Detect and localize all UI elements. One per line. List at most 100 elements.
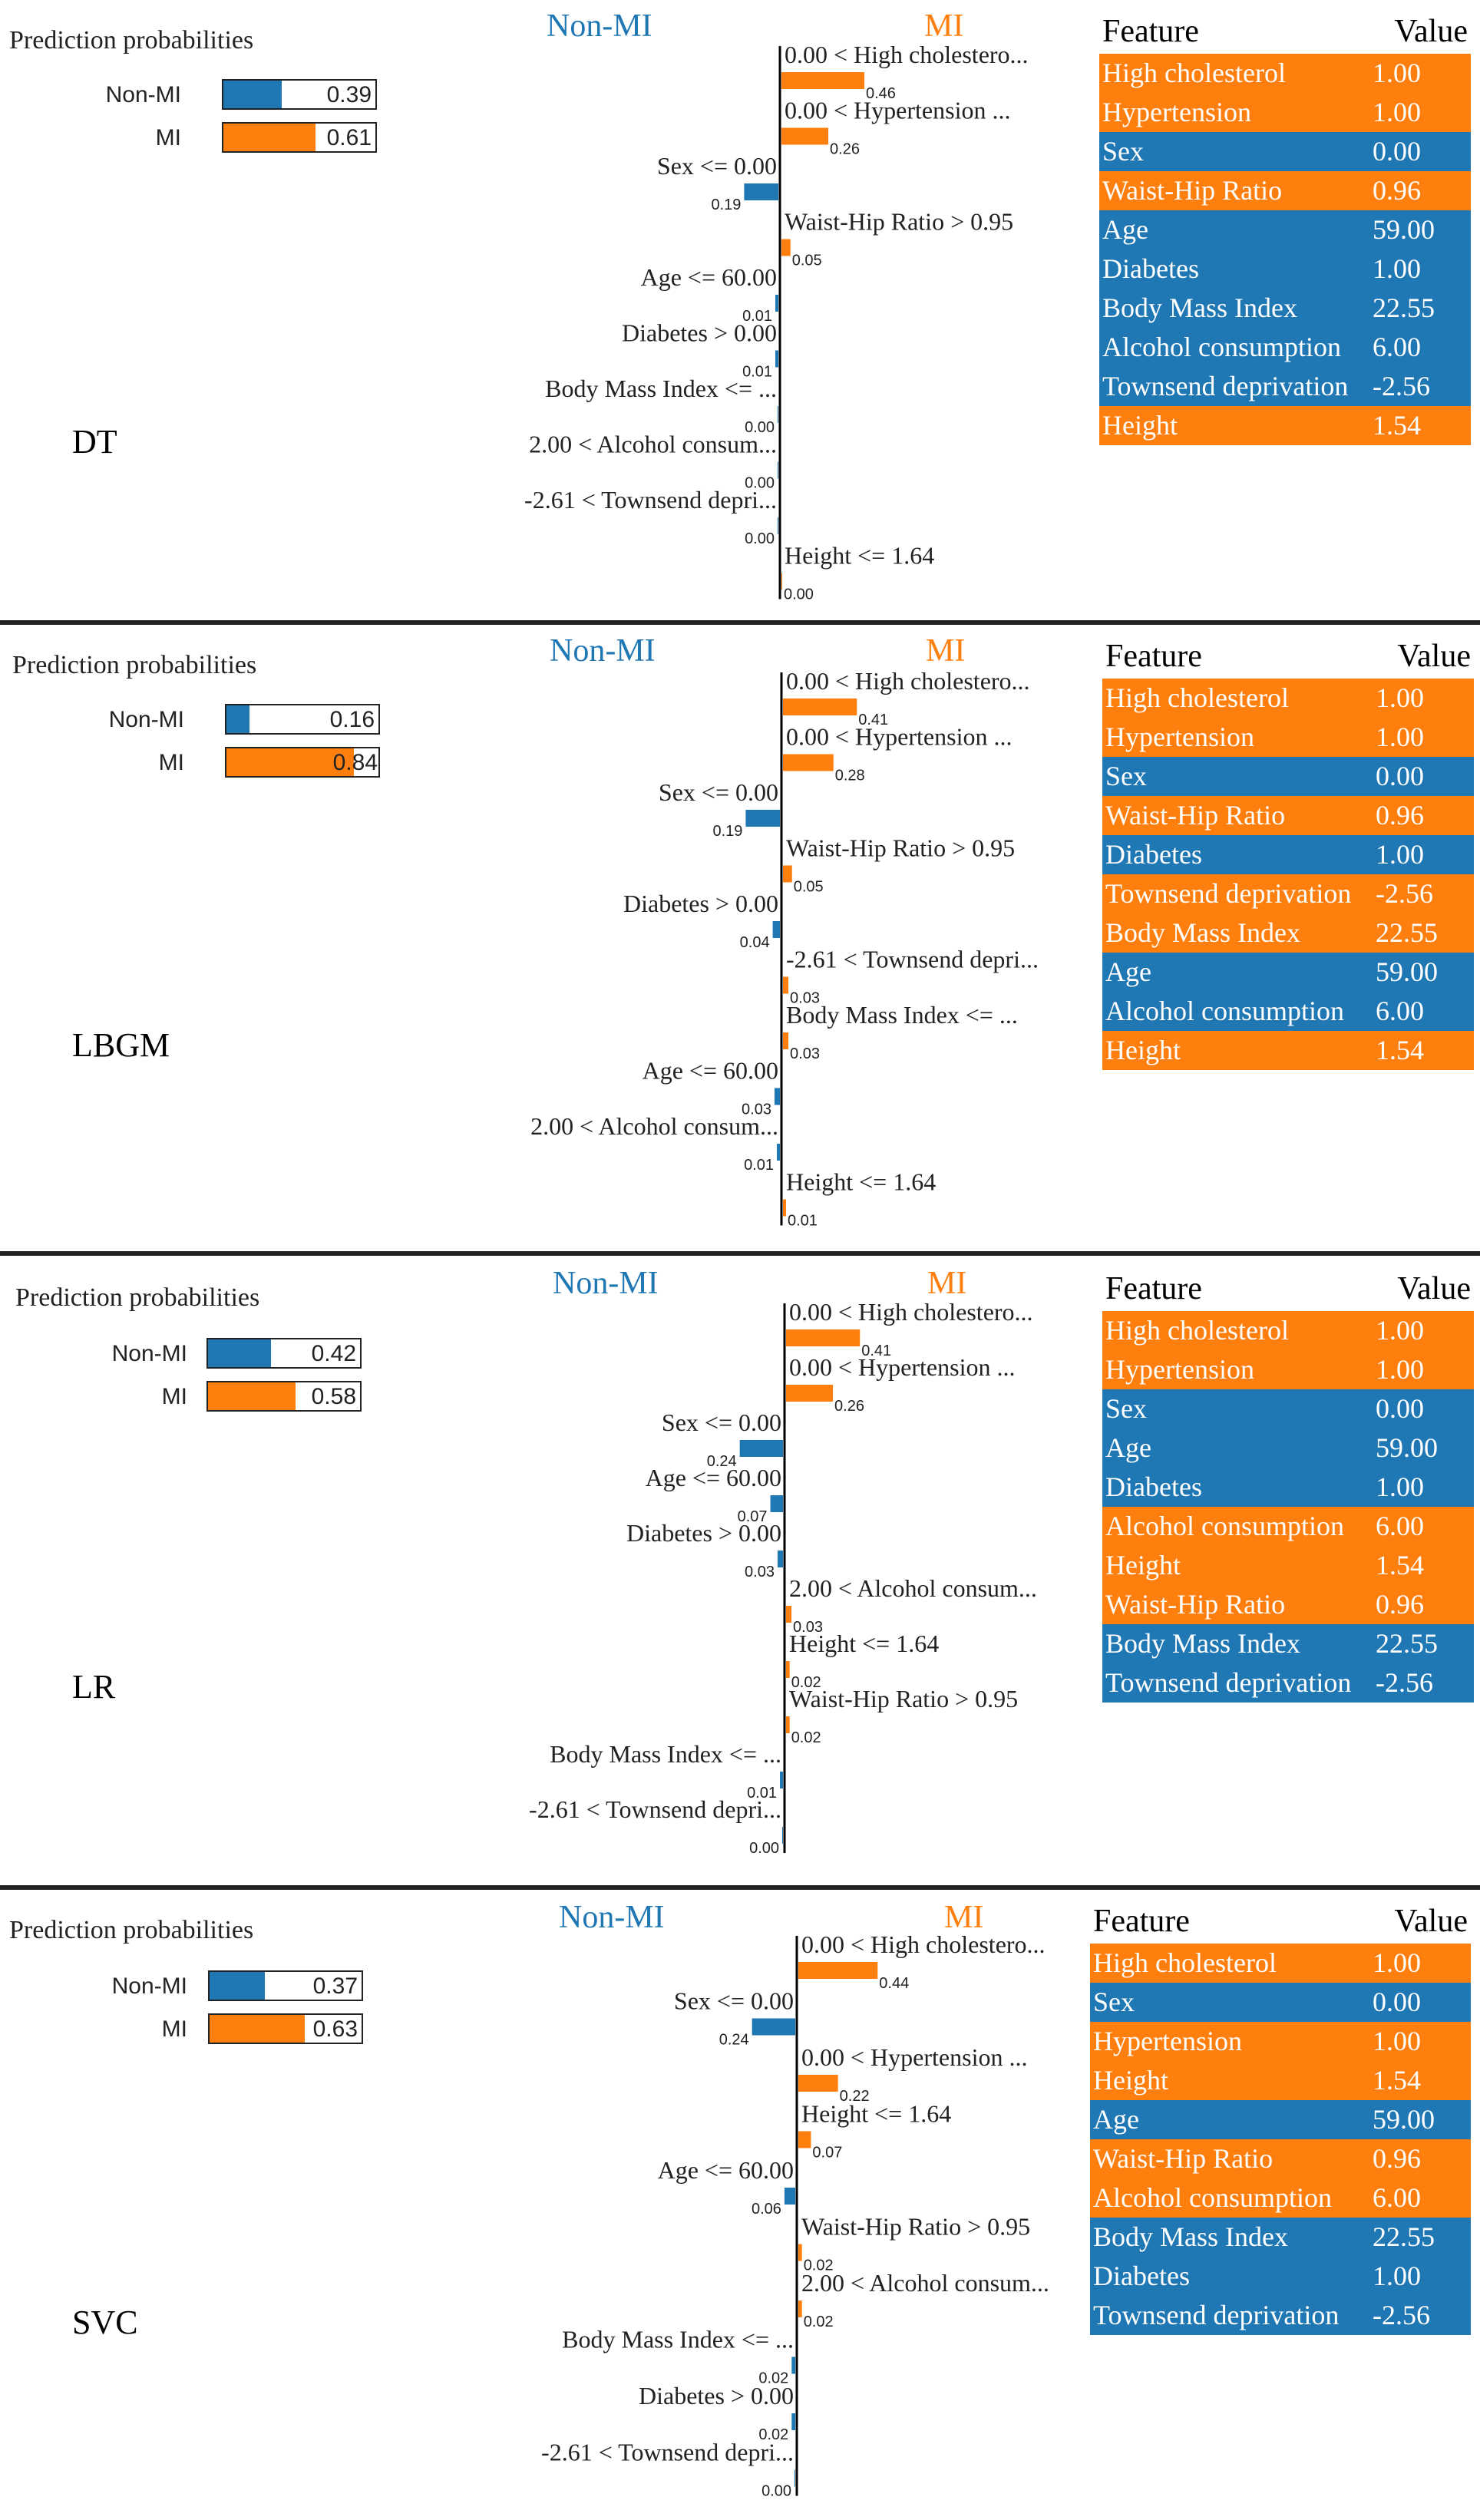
contribution-feature-label: Height <= 1.64 [789, 1630, 939, 1657]
feature-value: 1.00 [1373, 253, 1421, 284]
contribution-value-label: 0.46 [866, 85, 896, 102]
feature-column-header: Feature [1105, 639, 1202, 674]
probability-value-label: 0.37 [313, 1973, 358, 1999]
mi-header: MI [924, 8, 964, 44]
contribution-feature-label: 0.00 < High cholestero... [785, 41, 1029, 68]
feature-value: 1.00 [1376, 1354, 1424, 1385]
feature-table-row: Age 59.00 [1102, 953, 1474, 992]
feature-table-row: Alcohol consumption 6.00 [1102, 992, 1474, 1031]
contribution-bar [781, 573, 782, 590]
feature-value: 0.96 [1376, 1589, 1424, 1620]
probability-class-label: Non-MI [112, 1341, 187, 1366]
feature-table-row: Waist-Hip Ratio 0.96 [1090, 2139, 1471, 2178]
contribution-bar [784, 2188, 795, 2205]
probability-class-label: Non-MI [106, 82, 181, 107]
contribution-bar [774, 1088, 780, 1105]
feature-name: Sex [1105, 1393, 1147, 1424]
contribution-bar [777, 1551, 783, 1567]
contribution-value-label: 0.24 [719, 2032, 749, 2049]
feature-name: Height [1102, 410, 1178, 441]
contribution-feature-label: 2.00 < Alcohol consum... [801, 2269, 1049, 2297]
contribution-feature-label: 0.00 < Hypertension ... [785, 97, 1010, 124]
contribution-bar [739, 1440, 783, 1457]
feature-name: High cholesterol [1105, 682, 1289, 713]
probability-class-label: Non-MI [112, 1973, 187, 1999]
panel-divider [0, 620, 1480, 625]
value-column-header: Value [1397, 639, 1471, 674]
feature-table-row: Sex 0.00 [1090, 1983, 1471, 2022]
contribution-value-label: 0.05 [792, 253, 822, 269]
probability-class-label: MI [156, 125, 181, 150]
contribution-feature-label: Age <= 60.00 [643, 1057, 778, 1085]
explanation-panel-svc: Prediction probabilities Non-MI 0.37 MI 0.6… [0, 1890, 1480, 2520]
contribution-feature-label: Body Mass Index <= ... [550, 1740, 781, 1768]
feature-table-row: Hypertension 1.00 [1102, 1350, 1474, 1389]
feature-value: -2.56 [1373, 371, 1430, 401]
contribution-value-label: 0.02 [758, 2426, 788, 2443]
feature-name: Diabetes [1105, 1471, 1202, 1502]
contribution-feature-label: Diabetes > 0.00 [622, 319, 777, 347]
feature-value-table: Feature Value High cholesterol 1.00 Hypert… [1099, 12, 1471, 445]
feature-name: Age [1105, 956, 1151, 987]
probability-class-label: Non-MI [109, 707, 184, 732]
feature-name: Hypertension [1105, 1354, 1254, 1385]
contribution-bar [783, 1199, 786, 1217]
contribution-feature-label: Age <= 60.00 [658, 2156, 794, 2184]
contribution-feature-label: Body Mass Index <= ... [545, 375, 777, 402]
contribution-feature-label: Age <= 60.00 [646, 1464, 781, 1491]
feature-table-header: Feature Value [1102, 1270, 1474, 1311]
feature-table-body: High cholesterol 1.00 Sex 0.00 Hypertension 1… [1090, 1944, 1471, 2335]
feature-value: 59.00 [1376, 1432, 1438, 1463]
contribution-value-label: 0.00 [761, 2483, 791, 2500]
feature-table-header: Feature Value [1099, 12, 1471, 54]
contribution-bar [770, 1495, 783, 1512]
feature-value-table: Feature Value High cholesterol 1.00 Hypert… [1102, 1270, 1474, 1703]
prediction-probabilities-title: Prediction probabilities [9, 26, 254, 54]
contribution-bar [783, 865, 792, 883]
feature-table-row: Height 1.54 [1102, 1031, 1474, 1070]
contribution-value-label: 0.02 [791, 1674, 821, 1691]
probability-box [225, 704, 380, 735]
feature-table-row: Alcohol consumption 6.00 [1102, 1507, 1474, 1546]
contribution-feature-label: -2.61 < Townsend depri... [541, 2439, 794, 2466]
feature-table-row: Townsend deprivation -2.56 [1102, 1663, 1474, 1703]
contribution-bar [786, 1661, 790, 1678]
contribution-feature-label: Sex <= 0.00 [662, 1409, 781, 1436]
contribution-value-label: 0.06 [752, 2201, 781, 2218]
contribution-bar [791, 2413, 795, 2430]
contribution-feature-label: Waist-Hip Ratio > 0.95 [786, 834, 1015, 862]
contribution-feature-label: Age <= 60.00 [641, 263, 777, 291]
contribution-bar [783, 1032, 789, 1049]
contribution-bar [798, 2075, 838, 2092]
feature-table-row: Height 1.54 [1090, 2061, 1471, 2100]
feature-table-row: Alcohol consumption 6.00 [1099, 328, 1471, 367]
contribution-feature-label: -2.61 < Townsend depri... [529, 1795, 781, 1823]
contribution-feature-label: 0.00 < Hypertension ... [801, 2043, 1027, 2071]
feature-name: Age [1102, 214, 1148, 245]
contribution-bar [781, 72, 864, 89]
feature-name: Townsend deprivation [1105, 1667, 1352, 1698]
contribution-value-label: 0.03 [790, 990, 820, 1007]
contribution-bar [798, 1962, 878, 1979]
probability-bar [210, 2015, 305, 2043]
mi-header: MI [944, 1900, 984, 1935]
contribution-feature-label: Diabetes > 0.00 [626, 1519, 781, 1547]
feature-name: Hypertension [1102, 97, 1251, 127]
feature-name: Sex [1105, 761, 1147, 791]
contribution-bar [786, 1329, 861, 1346]
contribution-bar [791, 2357, 795, 2374]
feature-value: 1.00 [1376, 682, 1424, 713]
feature-name: Diabetes [1102, 253, 1199, 284]
feature-value: 1.00 [1373, 2026, 1421, 2056]
feature-name: Height [1093, 2065, 1168, 2096]
probability-bar [226, 705, 249, 733]
feature-table-row: Waist-Hip Ratio 0.96 [1102, 796, 1474, 835]
feature-name: High cholesterol [1105, 1315, 1289, 1346]
contribution-bar [772, 921, 780, 938]
feature-value: 0.96 [1373, 175, 1421, 206]
feature-table-row: Body Mass Index 22.55 [1099, 289, 1471, 328]
feature-value: 1.54 [1376, 1550, 1424, 1580]
probability-value-label: 0.61 [327, 125, 372, 150]
feature-value-table: Feature Value High cholesterol 1.00 Sex 0.0… [1090, 1902, 1471, 2335]
mi-header: MI [927, 1266, 967, 1301]
